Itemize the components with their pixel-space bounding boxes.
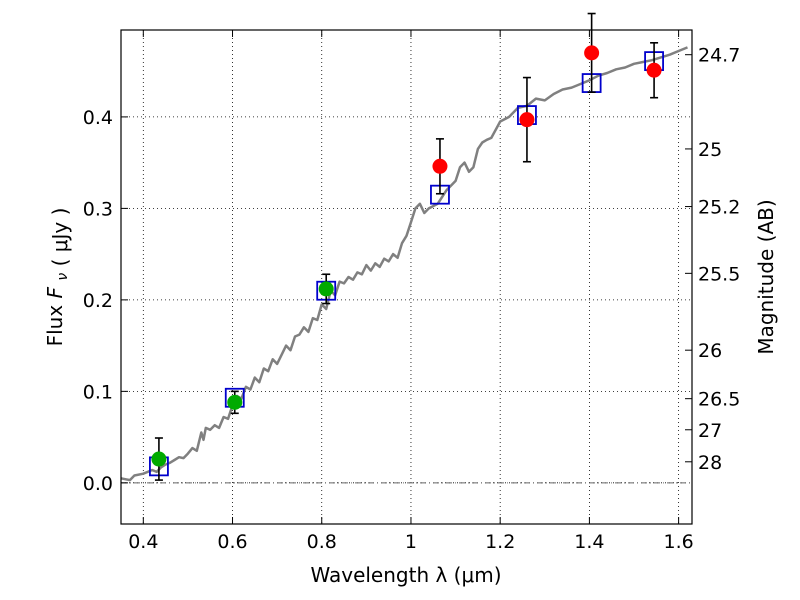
magnitude-tick-label: 26.5 bbox=[698, 389, 740, 411]
magnitude-tick-label: 28 bbox=[698, 452, 722, 474]
x-tick-label: 1.4 bbox=[574, 531, 604, 553]
y-tick-label: 0.4 bbox=[83, 107, 113, 129]
y-axis-label: Flux F ν ( μJy ) bbox=[43, 208, 72, 347]
x-tick-label: 1.6 bbox=[664, 531, 694, 553]
y-axis-label-prefix: Flux bbox=[43, 305, 67, 347]
model-sed-curve bbox=[120, 46, 688, 482]
x-tick-label: 0.6 bbox=[217, 531, 247, 553]
magnitude-tick-label: 24.7 bbox=[698, 45, 740, 67]
x-tick-label: 1.2 bbox=[485, 531, 515, 553]
observed-flux-point bbox=[151, 451, 167, 467]
svg-text:Flux F ν: Flux F ν ( μJy ) bbox=[43, 208, 72, 347]
observed-flux-point bbox=[646, 62, 662, 78]
plot-frame bbox=[120, 29, 693, 525]
photometry-markers bbox=[149, 12, 664, 481]
magnitude-tick-label: 25.2 bbox=[698, 197, 740, 219]
observed-flux-point bbox=[227, 394, 243, 410]
y-tick-label: 0.0 bbox=[83, 473, 113, 495]
x-axis-label: Wavelength λ (μm) bbox=[310, 563, 501, 587]
magnitude-tick-label: 25 bbox=[698, 139, 722, 161]
magnitude-tick-label: 26 bbox=[698, 340, 722, 362]
x-axis-ticks: 0.4 0.6 0.8 1 1.2 1.4 1.6 bbox=[128, 30, 694, 553]
magnitude-axis-label: Magnitude (AB) bbox=[754, 199, 778, 354]
observed-flux-point bbox=[519, 112, 535, 128]
y-tick-label: 0.3 bbox=[83, 198, 113, 220]
observed-flux-point bbox=[432, 158, 448, 174]
y-tick-label: 0.2 bbox=[83, 290, 113, 312]
x-tick-label: 1 bbox=[405, 531, 417, 553]
x-tick-label: 0.8 bbox=[307, 531, 337, 553]
plot-background bbox=[121, 30, 692, 524]
y-tick-label: 0.1 bbox=[83, 381, 113, 403]
magnitude-tick-label: 25.5 bbox=[698, 263, 740, 285]
y-axis-label-subscript: ν bbox=[55, 273, 71, 281]
x-tick-label: 0.4 bbox=[128, 531, 158, 553]
y-axis-label-units: ( μJy ) bbox=[48, 208, 72, 267]
observed-flux-point bbox=[584, 45, 600, 61]
sed-line bbox=[120, 46, 688, 482]
magnitude-tick-label: 27 bbox=[698, 420, 722, 442]
y-axis-label-symbol: F bbox=[43, 286, 67, 298]
observed-flux-point bbox=[318, 281, 334, 297]
magnitude-axis-ticks: 24.7 25 25.2 25.5 26 26.5 27 28 bbox=[685, 45, 740, 474]
y-axis-ticks: 0.0 0.1 0.2 0.3 0.4 bbox=[83, 107, 128, 495]
